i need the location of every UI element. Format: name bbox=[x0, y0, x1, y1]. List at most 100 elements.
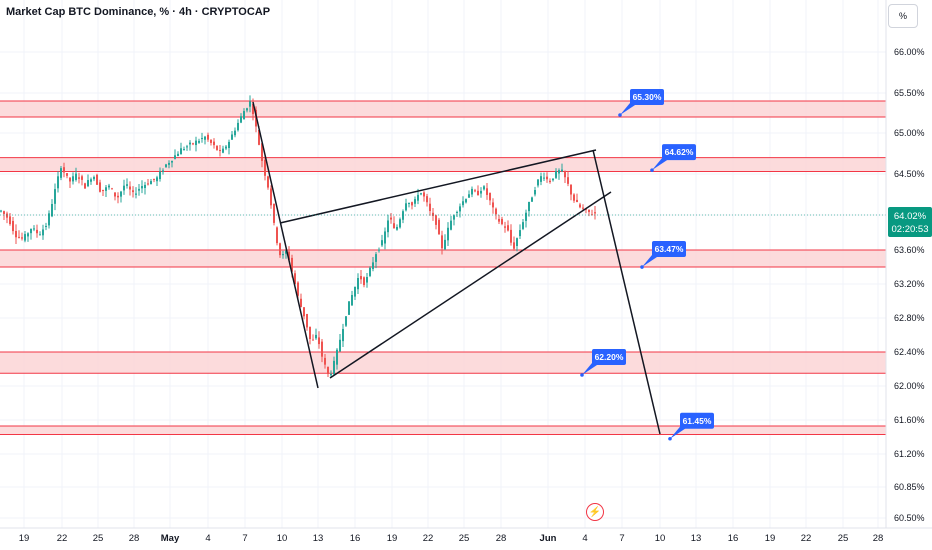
candle-body bbox=[471, 188, 473, 195]
candle-body bbox=[567, 177, 569, 184]
y-tick-label: 66.00% bbox=[894, 47, 925, 57]
candle-body bbox=[300, 298, 302, 307]
candle-body bbox=[114, 192, 116, 197]
candle-body bbox=[393, 223, 395, 229]
candle-body bbox=[282, 254, 284, 256]
candle-body bbox=[60, 168, 62, 178]
candle-body bbox=[240, 116, 242, 123]
candle-body bbox=[450, 220, 452, 230]
candle-body bbox=[564, 170, 566, 178]
candle-body bbox=[174, 155, 176, 159]
candle-body bbox=[306, 314, 308, 328]
candle-body bbox=[399, 219, 401, 228]
candle-body bbox=[237, 122, 239, 131]
candle-body bbox=[9, 216, 11, 225]
x-tick-label: 19 bbox=[387, 533, 398, 544]
percent-scale-button[interactable]: % bbox=[888, 4, 918, 28]
candle-body bbox=[57, 176, 59, 189]
candle-body bbox=[165, 164, 167, 167]
candle-body bbox=[204, 136, 206, 140]
candle-body bbox=[576, 199, 578, 203]
candle-body bbox=[147, 183, 149, 185]
candle-body bbox=[180, 148, 182, 155]
candle-body bbox=[573, 194, 575, 201]
time-axis[interactable]: 19 22 25 28 May 4 7 10 13 16 19 22 25 28 Jun 4 7 10 13 16 19… bbox=[0, 527, 932, 544]
candle-body bbox=[99, 182, 101, 192]
target-label: 63.47% bbox=[640, 241, 686, 269]
candle-body bbox=[273, 203, 275, 223]
y-tick-label: 62.40% bbox=[894, 347, 925, 357]
candle-body bbox=[249, 101, 251, 107]
candle-body bbox=[546, 176, 548, 180]
candle-body bbox=[525, 212, 527, 221]
candle-body bbox=[453, 215, 455, 220]
zone-rect bbox=[0, 250, 886, 267]
candle-body bbox=[522, 222, 524, 229]
candle-body bbox=[18, 236, 20, 238]
candle-body bbox=[297, 282, 299, 296]
candle-body bbox=[336, 349, 338, 365]
candle-body bbox=[159, 171, 161, 180]
candle-body bbox=[168, 162, 170, 165]
candle-body bbox=[507, 225, 509, 231]
candle-body bbox=[267, 176, 269, 188]
candle-body bbox=[327, 366, 329, 375]
x-tick-label: 13 bbox=[691, 533, 702, 544]
x-tick-label: 22 bbox=[57, 533, 68, 544]
candle-body bbox=[561, 169, 563, 172]
candle-body bbox=[528, 201, 530, 212]
candle-body bbox=[438, 219, 440, 235]
flash-icon[interactable]: ⚡ bbox=[586, 503, 604, 521]
zone-rect bbox=[0, 425, 886, 435]
candle-body bbox=[93, 176, 95, 180]
candle-body bbox=[417, 194, 419, 201]
candle-body bbox=[345, 316, 347, 326]
candle-body bbox=[42, 229, 44, 236]
candles bbox=[0, 95, 596, 378]
candle-body bbox=[513, 242, 515, 249]
candle-body bbox=[3, 211, 5, 214]
candle-body bbox=[348, 301, 350, 315]
candle-body bbox=[201, 138, 203, 140]
candle-body bbox=[270, 188, 272, 206]
candle-body bbox=[69, 177, 71, 182]
x-tick-label: 10 bbox=[277, 533, 288, 544]
target-label-text: 64.62% bbox=[665, 147, 694, 157]
x-tick-label: 10 bbox=[655, 533, 666, 544]
last-price-tag: 64.02% 02:20:53 bbox=[888, 207, 932, 237]
candle-body bbox=[480, 190, 482, 194]
price-axis[interactable]: 66.00% 65.50% 65.00% 64.50% 63.60% 63.20% 62.8… bbox=[885, 0, 925, 528]
candle-body bbox=[369, 267, 371, 276]
y-tick-label: 65.50% bbox=[894, 88, 925, 98]
candle-body bbox=[381, 240, 383, 246]
candle-body bbox=[135, 193, 137, 195]
candle-body bbox=[492, 202, 494, 208]
candle-body bbox=[234, 130, 236, 136]
x-tick-label: 19 bbox=[765, 533, 776, 544]
candle-body bbox=[45, 225, 47, 227]
candle-body bbox=[75, 173, 77, 180]
candle-body bbox=[102, 189, 104, 192]
candle-body bbox=[558, 170, 560, 174]
candle-body bbox=[33, 228, 35, 230]
candle-body bbox=[435, 215, 437, 225]
candle-body bbox=[252, 103, 254, 115]
candle-body bbox=[579, 204, 581, 208]
candle-body bbox=[207, 134, 209, 140]
x-tick-label: 7 bbox=[242, 533, 247, 544]
candle-body bbox=[549, 180, 551, 183]
candle-body bbox=[156, 177, 158, 182]
candle-body bbox=[537, 179, 539, 186]
x-tick-label: 25 bbox=[93, 533, 104, 544]
candle-body bbox=[291, 257, 293, 272]
candle-body bbox=[225, 146, 227, 149]
x-tick-label: May bbox=[161, 533, 180, 544]
candle-body bbox=[288, 251, 290, 260]
candle-body bbox=[540, 176, 542, 182]
candle-body bbox=[117, 195, 119, 198]
candle-body bbox=[489, 193, 491, 201]
zone-rect bbox=[0, 101, 886, 117]
candle-body bbox=[228, 141, 230, 149]
